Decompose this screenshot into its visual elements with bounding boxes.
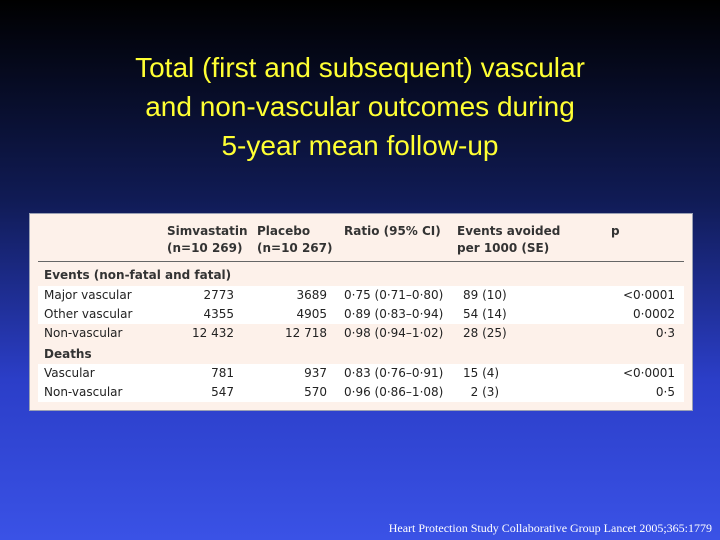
header-events-avoided-line-1: Events avoided (457, 224, 561, 238)
avoided-value: 28 (25) (463, 326, 507, 340)
header-placebo: Placebo (n=10 267) (257, 223, 333, 257)
p-value: <0·0001 (622, 288, 675, 302)
simvastatin-value: 2773 (203, 288, 234, 302)
header-events-avoided: Events avoided per 1000 (SE) (457, 223, 560, 257)
row-label: Non-vascular (44, 326, 123, 340)
title-line-1: Total (first and subsequent) vascular (135, 52, 585, 83)
header-p: p (611, 224, 620, 238)
title-line-3: 5-year mean follow-up (221, 130, 499, 161)
row-label: Non-vascular (44, 385, 123, 399)
header-placebo-line-1: Placebo (257, 224, 311, 238)
header-ratio: Ratio (95% CI) (344, 224, 441, 238)
p-value: <0·0001 (622, 366, 675, 380)
simvastatin-value: 4355 (203, 307, 234, 321)
table-row: Other vascular 4355 4905 0·89 (0·83–0·94… (38, 305, 684, 324)
placebo-value: 937 (304, 366, 327, 380)
avoided-value: 54 (14) (463, 307, 507, 321)
simvastatin-value: 12 432 (192, 326, 234, 340)
slide-title: Total (first and subsequent) vascular an… (0, 48, 720, 165)
p-value: 0·3 (655, 326, 675, 340)
header-simvastatin-line-2: (n=10 269) (167, 241, 243, 255)
row-label: Other vascular (44, 307, 133, 321)
avoided-value: 2 (3) (463, 385, 500, 399)
title-line-2: and non-vascular outcomes during (145, 91, 575, 122)
header-simvastatin: Simvastatin (n=10 269) (167, 223, 248, 257)
citation: Heart Protection Study Collaborative Gro… (388, 521, 712, 535)
outcomes-table: Simvastatin (n=10 269) Placebo (n=10 267… (29, 213, 693, 411)
section-title-deaths: Deaths (44, 347, 92, 361)
placebo-value: 4905 (296, 307, 327, 321)
ratio-value: 0·89 (0·83–0·94) (344, 307, 444, 321)
row-label: Vascular (44, 366, 95, 380)
header-simvastatin-line-1: Simvastatin (167, 224, 248, 238)
avoided-value: 15 (4) (463, 366, 500, 380)
table-row: Major vascular 2773 3689 0·75 (0·71–0·80… (38, 286, 684, 305)
simvastatin-value: 547 (211, 385, 234, 399)
ratio-value: 0·83 (0·76–0·91) (344, 366, 444, 380)
avoided-value: 89 (10) (463, 288, 507, 302)
table-row: Non-vascular 547 570 0·96 (0·86–1·08) 2 … (38, 383, 684, 402)
table-row: Vascular 781 937 0·83 (0·76–0·91) 15 (4)… (38, 364, 684, 383)
section-title-events: Events (non-fatal and fatal) (44, 268, 232, 282)
ratio-value: 0·75 (0·71–0·80) (344, 288, 444, 302)
placebo-value: 12 718 (285, 326, 327, 340)
header-events-avoided-line-2: per 1000 (SE) (457, 241, 550, 255)
placebo-value: 570 (304, 385, 327, 399)
header-placebo-line-2: (n=10 267) (257, 241, 333, 255)
ratio-value: 0·98 (0·94–1·02) (344, 326, 444, 340)
p-value: 0·0002 (633, 307, 675, 321)
header-divider (38, 261, 684, 262)
placebo-value: 3689 (296, 288, 327, 302)
simvastatin-value: 781 (211, 366, 234, 380)
p-value: 0·5 (655, 385, 675, 399)
ratio-value: 0·96 (0·86–1·08) (344, 385, 444, 399)
table-row: Non-vascular 12 432 12 718 0·98 (0·94–1·… (38, 324, 684, 343)
row-label: Major vascular (44, 288, 132, 302)
